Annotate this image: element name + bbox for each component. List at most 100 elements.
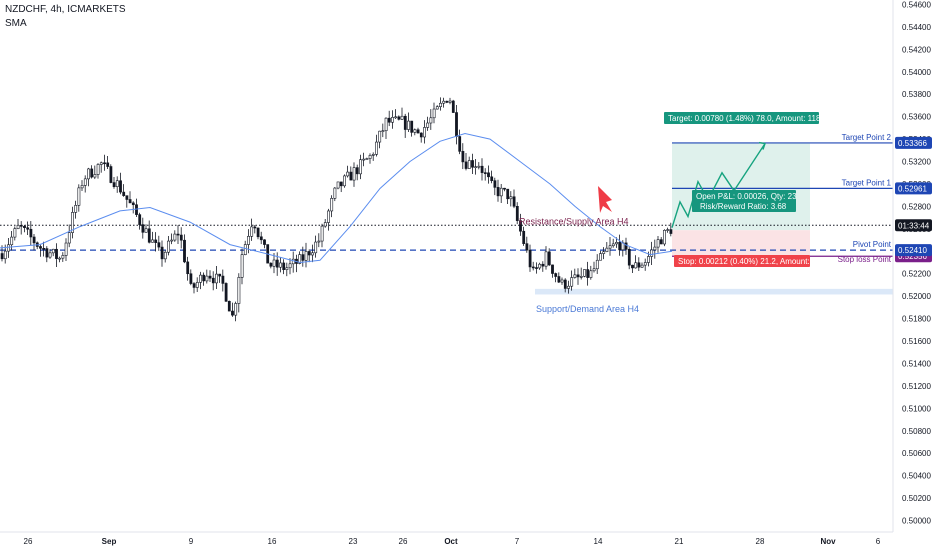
time-tick-12: 6 xyxy=(876,537,881,546)
candle-body-147 xyxy=(471,160,474,168)
price-tick-19: 0.50800 xyxy=(902,427,931,436)
candle-body-141 xyxy=(451,100,455,113)
price-tick-2: 0.54200 xyxy=(902,45,931,54)
candle-body-173 xyxy=(554,273,558,277)
candle-body-102 xyxy=(327,210,330,223)
candle-body-150 xyxy=(480,165,484,173)
candle-body-50 xyxy=(160,246,164,260)
countdown-tag-bg xyxy=(895,219,932,232)
candle-body-137 xyxy=(439,102,442,108)
candle-body-183 xyxy=(586,269,590,278)
price-tick-21: 0.50400 xyxy=(902,472,931,481)
candle-body-118 xyxy=(378,130,382,143)
candle-body-68 xyxy=(218,273,222,277)
candle-body-182 xyxy=(583,269,586,277)
target2-price-tag: 0.53366 xyxy=(898,139,927,148)
time-tick-8: 14 xyxy=(594,537,603,546)
candle-body-164 xyxy=(525,243,529,251)
candle-body-200 xyxy=(640,264,644,268)
candle-body-199 xyxy=(637,262,641,268)
candle-body-43 xyxy=(138,214,142,225)
target2-text: Target Point 2 xyxy=(842,133,892,142)
pnl-line1: Open P&L: 0.00026, Qty: 23 xyxy=(696,192,797,201)
candle-body-123 xyxy=(394,116,398,119)
candle-body-1 xyxy=(3,250,7,260)
candle-body-36 xyxy=(115,180,119,187)
price-axis-bg xyxy=(893,0,932,550)
candle-body-104 xyxy=(333,187,337,199)
candle-body-66 xyxy=(211,277,215,284)
candle-body-56 xyxy=(179,234,183,241)
price-tick-13: 0.52000 xyxy=(902,292,931,301)
stop-zone xyxy=(672,230,810,257)
stop-label-bg xyxy=(674,255,810,267)
candle-body-162 xyxy=(519,220,522,232)
target2-price-tag-bg xyxy=(895,136,932,149)
candle-body-44 xyxy=(141,224,145,233)
time-tick-3: 16 xyxy=(268,537,277,546)
target1-price-tag: 0.52961 xyxy=(898,184,927,193)
price-tick-22: 0.50200 xyxy=(902,494,931,503)
time-tick-4: 23 xyxy=(349,537,358,546)
annotations: Resistance/Supply Area H4 Support/Demand … xyxy=(519,112,892,314)
candle-body-72 xyxy=(231,310,234,316)
candle-body-79 xyxy=(253,226,257,229)
candle-body-75 xyxy=(240,254,244,278)
candle-body-76 xyxy=(243,244,247,255)
candle-body-209 xyxy=(669,229,673,234)
candle-body-7 xyxy=(23,225,26,228)
symbol-title: NZDCHF, 4h, ICMARKETS xyxy=(5,4,126,15)
candle-body-13 xyxy=(42,247,46,250)
candle-body-190 xyxy=(608,245,612,249)
time-tick-0: 26 xyxy=(24,537,33,546)
candle-body-35 xyxy=(112,182,116,187)
candle-body-73 xyxy=(234,303,238,316)
sma-line xyxy=(0,132,673,264)
candle-body-51 xyxy=(163,251,167,260)
target-label-bg xyxy=(664,112,819,124)
candle-body-46 xyxy=(147,228,151,243)
candle-body-151 xyxy=(483,172,487,174)
candle-body-95 xyxy=(304,251,308,261)
target-zone xyxy=(672,142,810,231)
candle-body-91 xyxy=(291,258,295,265)
candle-body-142 xyxy=(455,112,458,137)
indicator-name: SMA xyxy=(5,18,27,29)
time-tick-1: Sep xyxy=(102,537,117,546)
candle-body-18 xyxy=(58,257,62,260)
candle-body-113 xyxy=(362,158,366,161)
candle-body-48 xyxy=(154,239,158,243)
candle-body-74 xyxy=(237,277,241,304)
candle-body-15 xyxy=(48,252,52,258)
candle-body-132 xyxy=(423,127,426,138)
candle-body-145 xyxy=(464,161,468,169)
candle-body-77 xyxy=(247,236,250,245)
time-tick-6: Oct xyxy=(444,537,458,546)
candle-body-167 xyxy=(535,267,538,269)
candle-body-136 xyxy=(435,106,439,110)
time-tick-10: 28 xyxy=(756,537,765,546)
candle-body-8 xyxy=(26,227,30,230)
candle-body-20 xyxy=(64,242,68,256)
candle-body-121 xyxy=(387,117,391,123)
candle-body-6 xyxy=(19,224,23,227)
candle-body-126 xyxy=(403,115,407,130)
candle-body-23 xyxy=(74,205,78,213)
candle-body-57 xyxy=(183,239,186,263)
candle-body-33 xyxy=(106,162,110,167)
price-tick-3: 0.54000 xyxy=(902,68,931,77)
candle-body-109 xyxy=(349,171,353,181)
price-tick-18: 0.51000 xyxy=(902,404,931,413)
candle-body-101 xyxy=(323,222,327,227)
time-tick-11: Nov xyxy=(820,537,836,546)
candle-body-32 xyxy=(103,162,106,165)
price-tick-17: 0.51200 xyxy=(902,382,931,391)
candle-body-78 xyxy=(250,226,254,237)
candle-body-149 xyxy=(477,165,481,168)
candle-body-165 xyxy=(528,249,532,268)
candle-body-122 xyxy=(391,117,394,123)
candle-body-160 xyxy=(512,196,516,207)
price-tick-20: 0.50600 xyxy=(902,449,931,458)
